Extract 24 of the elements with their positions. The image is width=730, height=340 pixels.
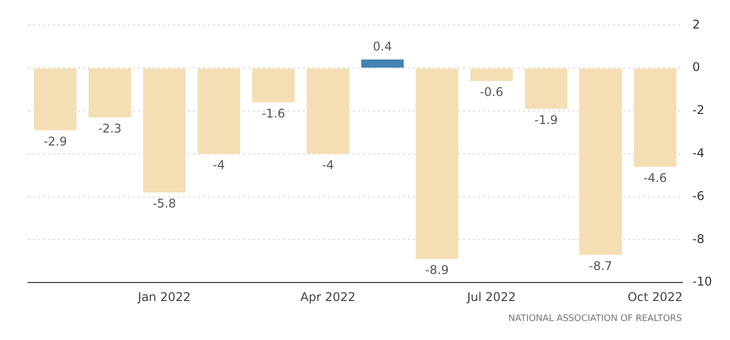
x-tick-label: Jul 2022 (466, 290, 516, 304)
y-tick-label: 0 (692, 60, 700, 74)
x-tick-label: Oct 2022 (628, 290, 683, 304)
data-label: -8.9 (425, 263, 449, 278)
y-tick-label: -6 (692, 188, 704, 203)
data-label: -4.6 (643, 170, 667, 185)
y-tick-label: 2 (692, 17, 700, 32)
data-label: 0.4 (372, 40, 392, 54)
data-label: -4 (322, 158, 334, 172)
data-label: -5.8 (152, 196, 176, 211)
data-label: -1.9 (534, 112, 558, 127)
data-label: -0.6 (480, 85, 504, 100)
x-tick-label: Apr 2022 (300, 290, 356, 304)
y-tick-label: -8 (692, 232, 704, 246)
data-label: -1.6 (262, 106, 286, 121)
data-label: -2.3 (98, 122, 122, 136)
y-tick-label: -2 (692, 103, 704, 118)
y-tick-label: -4 (692, 146, 704, 160)
x-tick-label: Jan 2022 (136, 290, 191, 304)
y-tick-label: -10 (692, 274, 712, 289)
data-label: -8.7 (588, 258, 612, 273)
data-label: -4 (212, 158, 225, 172)
data-label: -2.9 (44, 134, 67, 148)
text: NATIONAL ASSOCIATION OF REALTORS (508, 314, 682, 324)
